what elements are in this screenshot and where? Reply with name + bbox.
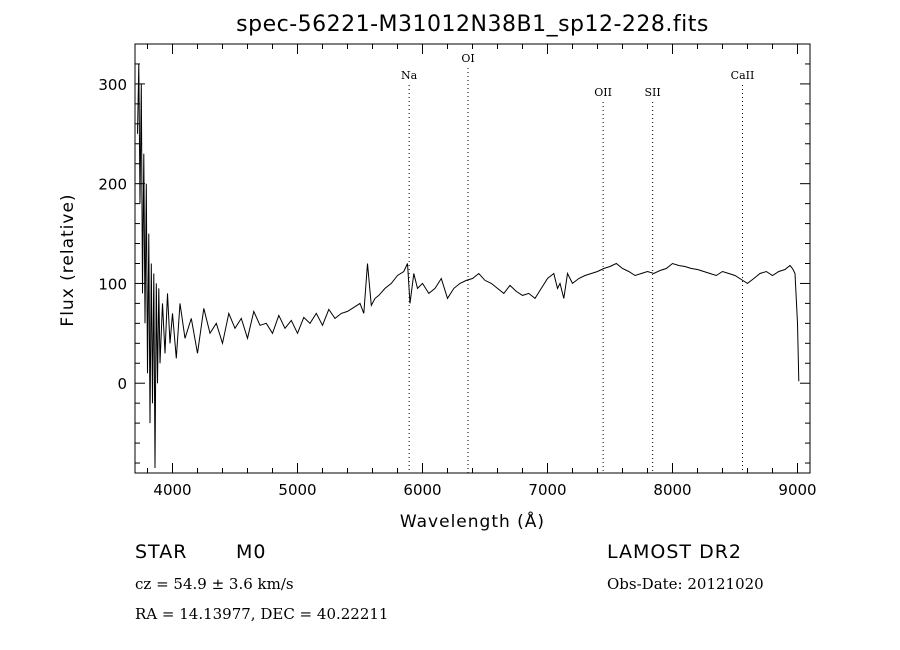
y-axis-label: Flux (relative) <box>58 193 78 327</box>
survey-name: LAMOST DR2 <box>607 541 742 563</box>
x-tick-label: 4000 <box>153 481 191 499</box>
x-axis-label: Wavelength (Å) <box>399 512 546 532</box>
axis-ticks: 4000 5000 6000 7000 8000 9000 0 100 200 300 <box>98 43 817 499</box>
y-tick-label: 100 <box>98 275 127 293</box>
x-tick-label: 7000 <box>528 481 566 499</box>
reference-label-oi: OI <box>461 52 474 65</box>
y-tick-label: 0 <box>117 375 127 393</box>
redshift-velocity: cz = 54.9 ± 3.6 km/s <box>135 575 294 593</box>
x-tick-label: 5000 <box>278 481 316 499</box>
x-tick-label: 6000 <box>403 481 441 499</box>
object-class: STAR <box>135 541 188 563</box>
observation-date: Obs-Date: 20121020 <box>607 575 764 593</box>
reference-lines: Na OI OII SII CaII <box>401 52 754 473</box>
x-tick-label: 9000 <box>778 481 816 499</box>
reference-label-sii: SII <box>645 86 661 99</box>
y-tick-label: 300 <box>98 76 127 94</box>
x-tick-label: 8000 <box>653 481 691 499</box>
y-tick-label: 200 <box>98 176 127 194</box>
chart-title: spec-56221-M31012N38B1_sp12-228.fits <box>236 12 709 37</box>
reference-label-oii: OII <box>594 86 612 99</box>
object-subclass: M0 <box>236 541 267 563</box>
plot-frame <box>134 43 811 474</box>
reference-label-caii: CaII <box>731 69 755 82</box>
reference-label-na: Na <box>401 69 418 82</box>
spectrum-line <box>137 63 800 469</box>
sky-coordinates: RA = 14.13977, DEC = 40.22211 <box>135 605 389 623</box>
